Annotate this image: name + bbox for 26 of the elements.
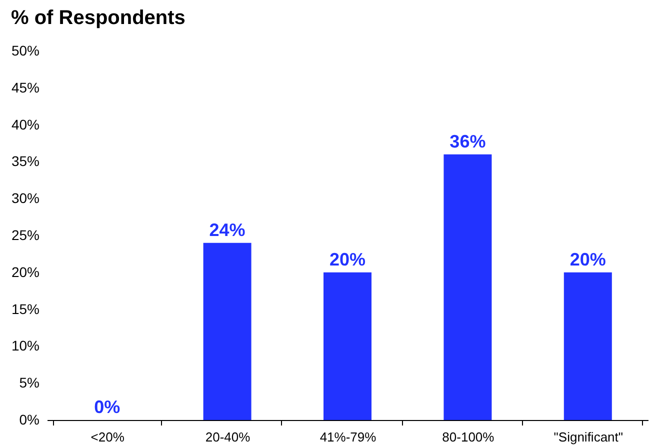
y-tick-label: 30% <box>11 190 40 206</box>
data-label: 20% <box>329 249 366 270</box>
y-tick-label: 45% <box>11 79 40 96</box>
bar <box>203 242 252 420</box>
x-tick-label: 41%-79% <box>320 430 377 444</box>
chart-title: % of Respondents <box>10 7 186 29</box>
x-tick-label: "Significant" <box>554 430 624 444</box>
y-tick-label: 0% <box>19 412 40 428</box>
y-tick-label: 25% <box>11 227 40 243</box>
y-tick-label: 50% <box>11 42 40 58</box>
data-label: 0% <box>94 397 120 417</box>
x-tick-label: 20-40% <box>205 430 251 444</box>
data-label: 24% <box>209 220 246 240</box>
bar <box>564 272 612 420</box>
x-tick-label: <20% <box>90 430 125 444</box>
y-tick-label: 20% <box>11 264 40 280</box>
y-tick-label: 10% <box>11 338 40 354</box>
data-label: 20% <box>570 249 606 270</box>
bar <box>444 154 492 420</box>
bar <box>324 272 372 420</box>
data-label: 36% <box>450 131 486 152</box>
y-tick-label: 35% <box>11 153 40 170</box>
y-tick-label: 5% <box>19 374 40 391</box>
y-tick-label: 15% <box>11 300 40 317</box>
x-tick-label: 80-100% <box>442 430 495 444</box>
y-tick-label: 40% <box>11 116 40 132</box>
